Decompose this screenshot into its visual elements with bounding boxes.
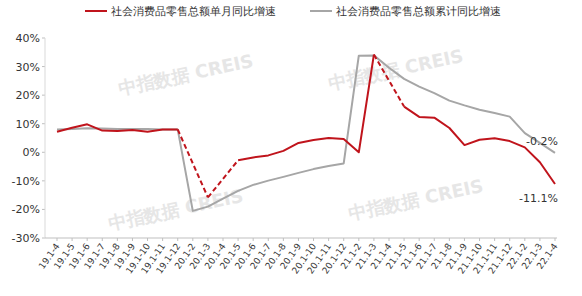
annotation: -0.2% (526, 135, 558, 148)
x-tick (328, 238, 329, 241)
y-tick-label: 0% (23, 146, 40, 159)
x-tick (404, 238, 405, 241)
x-tick (373, 238, 374, 241)
x-tick (87, 238, 88, 241)
x-tick (177, 238, 178, 241)
x-tick (494, 238, 495, 241)
y-tick-label: -30% (12, 232, 40, 245)
x-tick (419, 238, 420, 241)
legend-label: 社会消费品零售总额单月同比增速 (111, 5, 276, 18)
legend-label: 社会消费品零售总额累计同比增速 (336, 5, 501, 18)
x-tick (434, 238, 435, 241)
x-tick (57, 238, 58, 241)
x-tick (464, 238, 465, 241)
x-tick (283, 238, 284, 241)
annotation: -11.1% (519, 192, 558, 205)
gap-connector (208, 160, 238, 197)
y-tick-label: -10% (12, 175, 40, 188)
plot-area (57, 55, 555, 211)
x-tick (132, 238, 133, 241)
x-tick (555, 238, 556, 241)
y-tick-label: 10% (16, 118, 40, 131)
series-line (57, 55, 555, 211)
x-tick (117, 238, 118, 241)
chart: 中指数据 CREIS 中指数据 CREIS 中指数据 CREIS 中指数据 CREIS… (0, 0, 582, 296)
x-tick (268, 238, 269, 241)
x-tick (72, 238, 73, 241)
watermark: 中指数据 CREIS (106, 185, 245, 234)
x-tick (509, 238, 510, 241)
x-tick (238, 238, 239, 241)
x-tick (253, 238, 254, 241)
y-tick-label: 40% (16, 32, 40, 45)
legend-swatch (85, 10, 107, 12)
x-tick (192, 238, 193, 241)
x-tick (162, 238, 163, 241)
watermark: 中指数据 CREIS (326, 45, 465, 94)
x-tick (343, 238, 344, 241)
x-tick (298, 238, 299, 241)
watermark: 中指数据 CREIS (346, 175, 485, 224)
legend-swatch (310, 10, 332, 12)
gap-connector (178, 129, 208, 197)
x-tick (539, 238, 540, 241)
x-tick (389, 238, 390, 241)
x-tick (102, 238, 103, 241)
y-tick-label: 30% (16, 61, 40, 74)
watermark: 中指数据 CREIS (116, 50, 255, 99)
y-tick-label: -20% (12, 203, 40, 216)
x-tick (479, 238, 480, 241)
x-tick (524, 238, 525, 241)
x-tick (223, 238, 224, 241)
x-tick (313, 238, 314, 241)
y-axis (45, 38, 46, 238)
x-tick (147, 238, 148, 241)
x-tick (358, 238, 359, 241)
x-axis (45, 238, 557, 239)
x-tick (207, 238, 208, 241)
gap-connector (374, 55, 404, 107)
y-tick-label: 20% (16, 89, 40, 102)
x-tick-label: 22.1-4 (535, 241, 560, 271)
x-tick (449, 238, 450, 241)
series-line (57, 55, 555, 184)
